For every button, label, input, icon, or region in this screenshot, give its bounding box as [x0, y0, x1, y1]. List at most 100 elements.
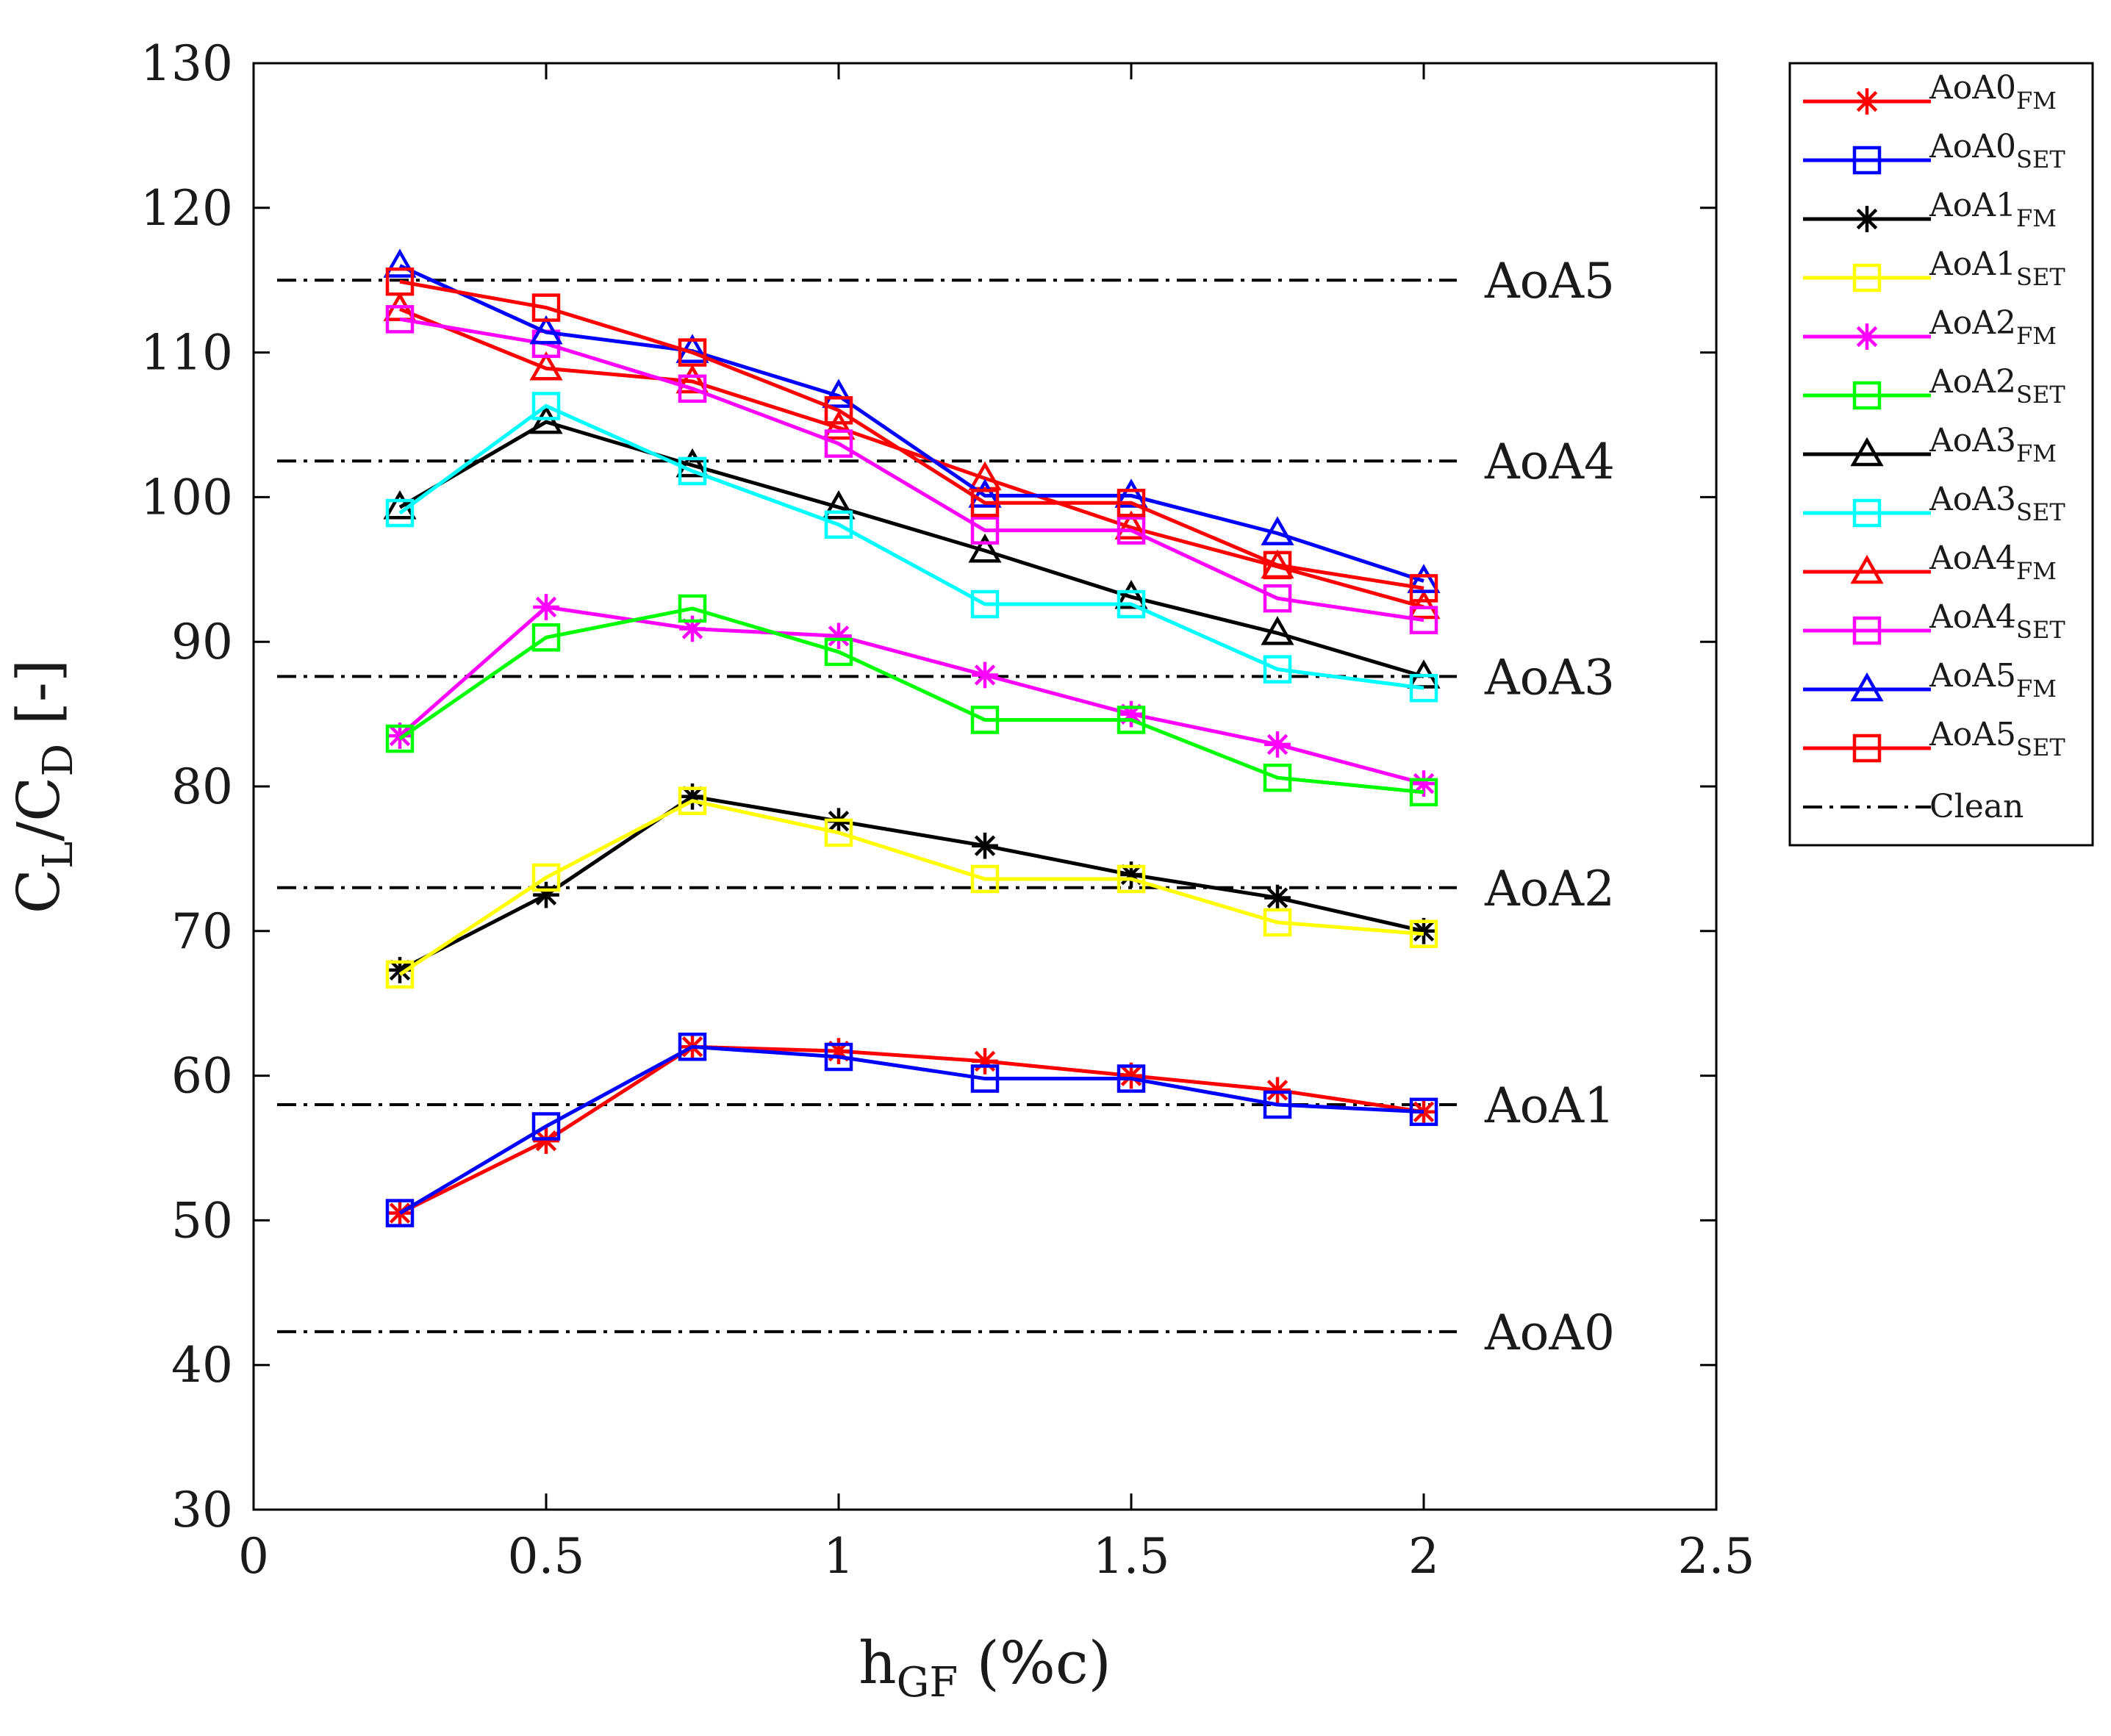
data-point: [678, 456, 707, 486]
data-point: [1854, 88, 1880, 115]
x-tick-label: 0: [238, 1528, 269, 1585]
data-point: [385, 498, 415, 528]
data-point: [1407, 564, 1441, 593]
data-point: [972, 661, 998, 689]
data-point: [1411, 770, 1437, 797]
y-tick-label: 100: [140, 469, 233, 526]
series-line: [398, 403, 1424, 690]
data-point: [1264, 884, 1291, 911]
data-point: [1852, 146, 1882, 175]
data-point: [1261, 516, 1294, 545]
data-point: [824, 429, 853, 458]
series-line: [398, 1044, 1424, 1215]
data-point: [383, 248, 417, 278]
series-aoa1-fm: [387, 783, 1437, 983]
data-point: [383, 489, 417, 520]
data-point: [824, 637, 853, 667]
y-tick-label: 60: [171, 1048, 233, 1105]
y-tick-label: 110: [140, 325, 233, 381]
data-point: [822, 489, 856, 520]
data-point: [531, 863, 561, 892]
data-point: [1850, 554, 1884, 584]
legend-label: AoA0FM: [1929, 69, 2057, 115]
data-point: [1852, 616, 1882, 645]
data-point: [972, 1048, 998, 1075]
data-point: [1118, 1062, 1144, 1089]
data-point: [824, 510, 853, 539]
data-point: [970, 706, 1000, 734]
x-axis-label: hGF (%c): [859, 1629, 1111, 1707]
series-line: [398, 795, 1424, 972]
series-line: [398, 1044, 1424, 1215]
data-point: [1409, 919, 1438, 948]
legend-entry: AoA0SET: [1803, 128, 2065, 175]
legend-label: AoA2FM: [1929, 304, 2057, 350]
clean-line-label: AoA5: [1484, 253, 1615, 309]
x-axis-label-rest: (%c): [958, 1629, 1111, 1697]
x-axis-label-main: h: [859, 1629, 897, 1697]
data-point: [1409, 606, 1438, 634]
x-tick-label: 0.5: [508, 1528, 585, 1585]
data-point: [678, 338, 707, 367]
series-line: [398, 264, 1424, 583]
data-point: [824, 396, 853, 425]
data-point: [1114, 478, 1148, 508]
data-point: [1263, 550, 1292, 580]
data-point: [1263, 763, 1292, 792]
data-point: [1261, 616, 1294, 645]
y-tick-label: 130: [140, 35, 233, 92]
data-point: [1409, 574, 1438, 603]
y-axis-label: CL/CD [-]: [4, 659, 82, 914]
x-tick-label: 2: [1408, 1528, 1439, 1585]
series-aoa0-fm: [387, 1033, 1437, 1227]
data-point: [1850, 672, 1884, 702]
clean-line-label: AoA4: [1484, 434, 1615, 490]
legend-entry: AoA0FM: [1803, 69, 2057, 115]
data-point: [385, 305, 415, 334]
data-point: [822, 379, 856, 408]
data-point: [1852, 263, 1882, 293]
data-point: [529, 315, 563, 345]
data-point: [1263, 655, 1292, 684]
data-point: [1114, 579, 1148, 609]
y-axis-label-s2: D: [35, 744, 82, 777]
data-point: [1850, 437, 1884, 467]
data-point: [1263, 1090, 1292, 1119]
legend-entry: AoA2SET: [1803, 363, 2065, 410]
legend-entry: AoA3SET: [1803, 481, 2065, 528]
data-point: [1114, 510, 1148, 540]
data-point: [1117, 489, 1146, 517]
data-point: [1407, 589, 1441, 620]
x-tick-label: 1: [823, 1528, 854, 1585]
legend-label: AoA5SET: [1929, 716, 2065, 761]
legend-label: AoA3SET: [1929, 481, 2065, 526]
data-point: [1852, 381, 1882, 410]
data-point: [1409, 673, 1438, 703]
legend-label: AoA1FM: [1929, 187, 2057, 232]
data-point: [970, 489, 1000, 517]
legend-entry: AoA4FM: [1803, 539, 2057, 585]
data-point: [385, 267, 415, 296]
data-point: [533, 594, 559, 620]
data-point: [531, 293, 561, 322]
data-point: [1854, 323, 1880, 350]
series-line: [398, 799, 1424, 976]
legend-entry-clean: Clean: [1803, 788, 2024, 825]
legend-entry: AoA2FM: [1803, 304, 2057, 350]
series-aoa4-set: [385, 305, 1438, 634]
data-point: [1409, 1097, 1438, 1127]
data-point: [531, 392, 561, 420]
x-tick-label: 2.5: [1678, 1528, 1755, 1585]
legend-label: AoA3FM: [1929, 422, 2057, 467]
data-point: [678, 786, 707, 815]
series-aoa0-set: [385, 1032, 1438, 1227]
data-point: [1117, 589, 1146, 619]
data-point: [968, 461, 1002, 491]
data-point: [825, 623, 852, 650]
series-aoa3-set: [385, 392, 1438, 703]
y-tick-label: 50: [171, 1192, 233, 1249]
data-point: [531, 1112, 561, 1141]
data-point: [1409, 778, 1438, 807]
clean-line-label: AoA3: [1484, 649, 1615, 706]
data-point: [1263, 908, 1292, 937]
